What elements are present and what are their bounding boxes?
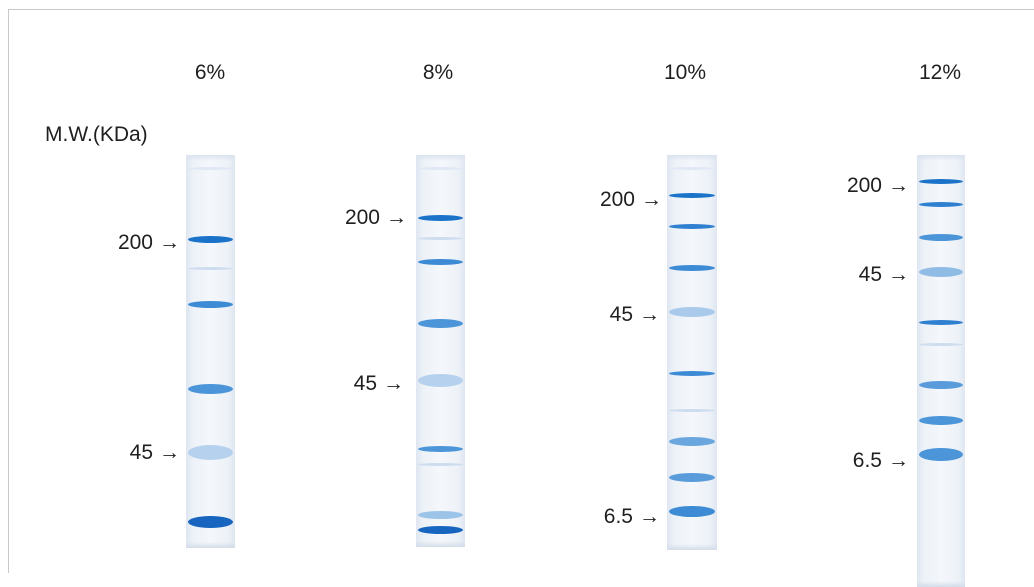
gel-lane-10 [667,155,717,550]
band [188,236,233,243]
band [919,234,963,241]
band [188,267,233,270]
band [188,445,233,460]
band [669,371,715,376]
figure-frame [8,9,1034,573]
band [418,215,463,221]
band [669,307,715,317]
gel-lane-6 [186,155,235,548]
gel-label-8: 8% [422,61,454,84]
band [418,167,463,170]
band [669,473,715,482]
band [919,202,963,207]
gel-label-6: 6% [194,61,226,84]
gel-lane-8 [416,155,465,547]
band [919,320,963,325]
band [919,381,963,389]
band [919,179,963,184]
marker-45-gel-8: 45 → [353,372,404,395]
band [188,301,233,308]
marker-6-5-gel-10: 6.5 → [603,505,660,528]
gel-label-10: 10% [663,61,707,84]
band [669,437,715,446]
band [919,416,963,425]
band [669,224,715,229]
marker-200-gel-12: 200 → [846,174,909,197]
band [188,167,233,170]
band [669,193,715,198]
band [919,448,963,461]
band [418,319,463,328]
molecular-weight-title: M.W.(KDa) [45,123,148,146]
marker-200-gel-8: 200 → [344,206,407,229]
band [418,463,463,466]
band [669,167,715,170]
band [418,511,463,519]
band [919,267,963,277]
band [418,446,463,452]
marker-45-gel-12: 45 → [858,263,909,286]
band [418,237,463,240]
gel-label-12: 12% [918,61,962,84]
gel-lane-12 [917,155,965,587]
marker-45-gel-6: 45 → [129,441,180,464]
band [669,409,715,412]
marker-6-5-gel-12: 6.5 → [852,449,909,472]
band [418,526,463,534]
marker-200-gel-10: 200 → [599,188,662,211]
band [669,506,715,517]
marker-200-gel-6: 200 → [117,231,180,254]
band [919,343,963,346]
band [188,384,233,394]
marker-45-gel-10: 45 → [609,303,660,326]
band [418,374,463,387]
band [418,259,463,265]
band [188,516,233,528]
band [669,265,715,271]
